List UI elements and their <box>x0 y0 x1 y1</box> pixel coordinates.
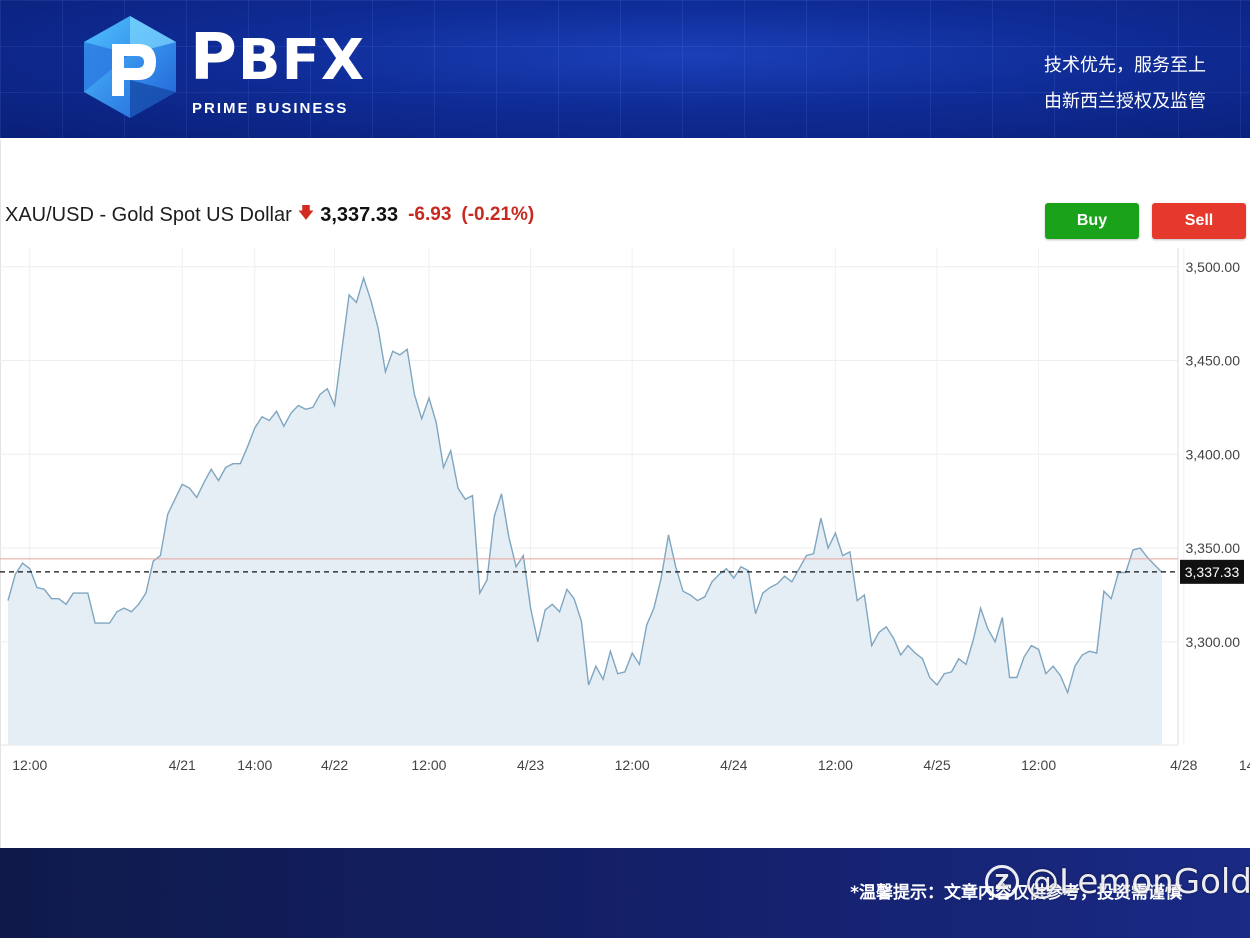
watermark: Z @LemonGold <box>985 862 1250 902</box>
price-change: -6.93 <box>408 204 452 225</box>
x-tick-label: 4/24 <box>720 757 747 773</box>
last-price: 3,337.33 <box>320 203 399 226</box>
arrow-down-icon: 🡇 <box>297 204 315 222</box>
y-tick-label: 3,350.00 <box>1186 540 1241 556</box>
slogan-line-2: 由新西兰授权及监管 <box>1044 91 1206 112</box>
x-tick-label: 4/25 <box>923 757 950 773</box>
x-tick-label: 14:00 <box>1239 757 1250 773</box>
slogan: 技术优先，服务至上 由新西兰授权及监管 <box>1044 48 1206 120</box>
x-tick-label: 12:00 <box>818 757 853 773</box>
x-tick-label: 12:00 <box>12 757 47 773</box>
y-tick-label: 3,450.00 <box>1186 353 1241 369</box>
x-tick-label: 12:00 <box>1021 757 1056 773</box>
x-tick-label: 4/28 <box>1170 757 1197 773</box>
current-price-label: 3,337.33 <box>1185 564 1240 580</box>
y-tick-label: 3,500.00 <box>1186 259 1241 275</box>
instrument-name: XAU/USD - Gold Spot US Dollar <box>5 203 292 226</box>
x-tick-label: 4/21 <box>169 757 196 773</box>
brand-subtitle: PRIME BUSINESS <box>192 100 349 117</box>
footer-banner: *温馨提示：文章内容仅供参考，投资需谨慎 <box>0 848 1250 938</box>
buy-button[interactable]: Buy <box>1045 203 1139 239</box>
price-chart-svg: 3,300.00 3,350.00 3,400.00 3,450.00 3,500.00… <box>0 248 1250 773</box>
sell-button[interactable]: Sell <box>1152 203 1246 239</box>
y-tick-label: 3,300.00 <box>1186 634 1241 650</box>
header-grid-decoration <box>0 0 1250 138</box>
price-area <box>8 278 1162 745</box>
price-chart: 3,300.00 3,350.00 3,400.00 3,450.00 3,500.00… <box>0 248 1250 788</box>
header-banner: PBFX PRIME BUSINESS 技术优先，服务至上 由新西兰授权及监管 <box>0 0 1250 138</box>
chart-card-border <box>0 140 1 848</box>
watermark-text: @LemonGold <box>1025 862 1250 902</box>
current-price-badge <box>1180 559 1244 584</box>
slogan-line-1: 技术优先，服务至上 <box>1044 55 1206 76</box>
x-tick-label: 4/22 <box>321 757 348 773</box>
pbfx-logo-icon <box>84 16 176 118</box>
zhihu-icon: Z <box>985 865 1019 899</box>
footer-disclaimer: *温馨提示：文章内容仅供参考，投资需谨慎 <box>850 883 1182 903</box>
x-tick-label: 14:00 <box>237 757 272 773</box>
brand-name: PBFX <box>190 21 366 95</box>
price-line <box>7 275 1163 695</box>
quote-header: XAU/USD - Gold Spot US Dollar 🡇 3,337.33… <box>5 200 534 230</box>
y-tick-label: 3,400.00 <box>1186 446 1241 462</box>
price-change-percent: (-0.21%) <box>461 204 535 225</box>
x-tick-label: 4/23 <box>517 757 544 773</box>
x-tick-label: 12:00 <box>411 757 446 773</box>
x-tick-label: 12:00 <box>615 757 650 773</box>
